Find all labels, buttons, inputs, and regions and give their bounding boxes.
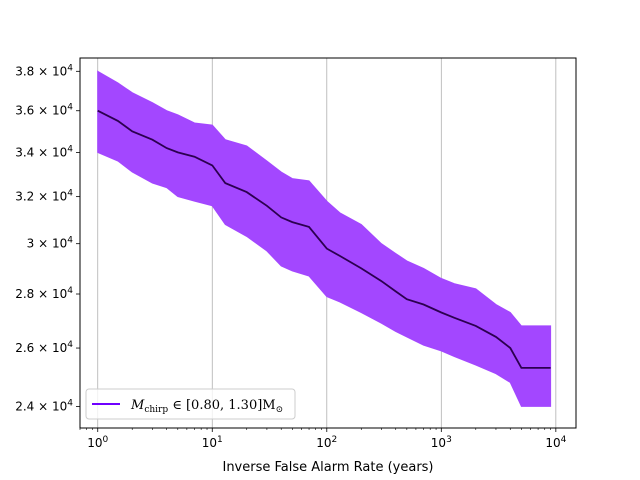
x-axis-label: Inverse False Alarm Rate (years)	[222, 460, 433, 475]
confidence-band	[97, 70, 552, 407]
y-tick-label: 3.4 × 104	[15, 144, 73, 159]
y-axis: 2.4 × 104 2.6 × 104 2.8 × 104 3 × 104 3.2 × …	[15, 63, 80, 413]
legend-box	[85, 388, 296, 420]
x-axis: 100 101 102 103 104	[79, 428, 567, 450]
y-tick-label: 3.6 × 104	[15, 103, 73, 118]
y-tick-label: 3.2 × 104	[15, 189, 73, 204]
y-tick-label: 2.8 × 104	[15, 286, 73, 301]
legend-label-rest: ∈ [0.80, 1.30]M	[168, 398, 276, 413]
legend-label-sub: chirp	[144, 405, 168, 415]
y-tick-label: 3 × 104	[27, 236, 74, 251]
plot-area-frame	[79, 57, 577, 429]
x-tick-label: 103	[431, 435, 452, 450]
y-tick-label: 2.6 × 104	[15, 340, 73, 355]
x-tick-label: 100	[87, 435, 108, 450]
x-tick-label: 102	[316, 435, 337, 450]
legend-label-sun: ⊙	[276, 405, 284, 415]
x-tick-label: 101	[202, 435, 223, 450]
y-tick-label: 3.8 × 104	[15, 63, 73, 78]
legend: Mchirp ∈ [0.80, 1.30]M⊙	[85, 388, 296, 420]
y-tick-label: 2.4 × 104	[15, 398, 73, 413]
legend-label: Mchirp ∈ [0.80, 1.30]M⊙	[130, 398, 283, 415]
median-line	[97, 109, 551, 369]
x-tick-label: 104	[545, 435, 566, 450]
legend-label-main: M	[130, 398, 145, 413]
